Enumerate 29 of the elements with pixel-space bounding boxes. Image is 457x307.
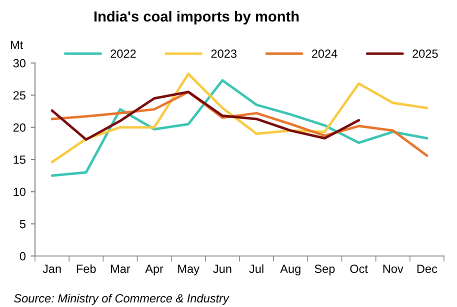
x-tick-label: Aug xyxy=(280,264,300,276)
y-tick-label: 30 xyxy=(13,59,26,68)
legend-label: 2022 xyxy=(110,50,136,58)
y-tick-label: 5 xyxy=(20,220,26,228)
legend-label: 2023 xyxy=(211,50,236,58)
x-tick-label: Jun xyxy=(213,264,232,274)
line-series xyxy=(50,90,360,141)
x-tick-label: Jul xyxy=(249,264,264,274)
source-note: Source: Ministry of Commerce & Industry xyxy=(14,294,230,305)
x-tick-label: Feb xyxy=(76,264,96,274)
x-tick-label: Dec xyxy=(417,264,438,274)
y-axis-title: Mt xyxy=(11,40,24,50)
x-tick-label: Apr xyxy=(145,264,164,276)
line-series xyxy=(50,72,428,164)
x-tick-label: Nov xyxy=(383,264,404,274)
x-tick-label: Mar xyxy=(111,264,130,274)
x-tick-label: Oct xyxy=(350,264,368,274)
x-tick-label: Sep xyxy=(314,264,335,276)
legend-label: 2025 xyxy=(412,50,438,58)
y-tick-label: 0 xyxy=(20,252,26,260)
y-tick-label: 10 xyxy=(14,188,26,196)
x-tick-label: Jan xyxy=(42,264,61,274)
y-tick-label: 15 xyxy=(14,156,26,164)
y-tick-label: 25 xyxy=(13,91,26,100)
line-series xyxy=(50,79,428,177)
y-tick-label: 20 xyxy=(13,123,26,132)
legend-label: 2024 xyxy=(312,50,338,58)
x-tick-label: May xyxy=(178,264,200,276)
chart-title: India's coal imports by month xyxy=(94,10,299,25)
